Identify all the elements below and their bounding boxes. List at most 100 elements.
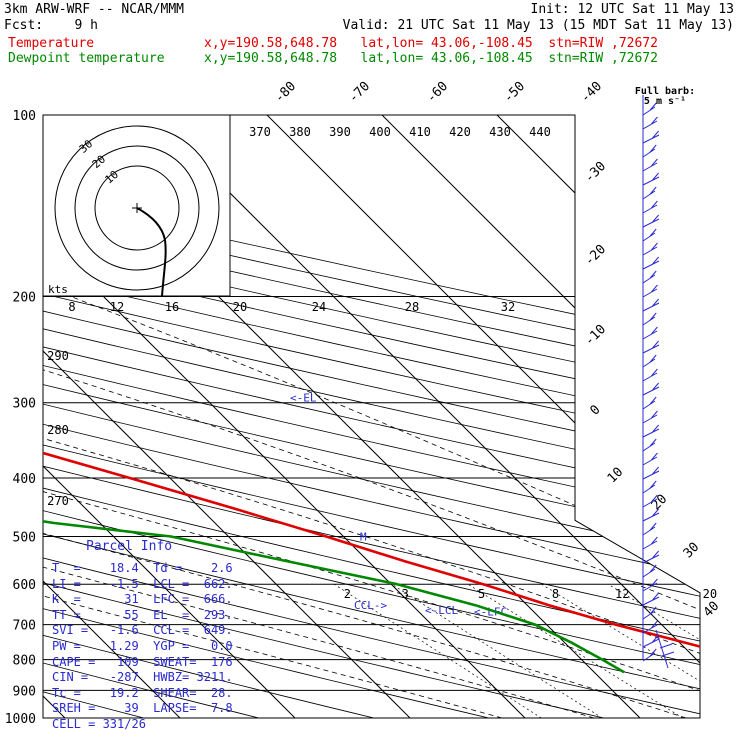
parcel-row: CIN = -287 HWBZ= 3211.	[52, 670, 233, 685]
parcel-row: CELL = 331/26	[52, 717, 146, 731]
isotherm-label: -30	[582, 159, 609, 186]
isotherm	[43, 115, 411, 718]
parcel-row: SVI = -1.6 CCL = 649.	[52, 623, 233, 638]
moist-adiabat	[43, 220, 595, 718]
dry-adiabat	[43, 115, 374, 718]
isotherm-label: -10	[582, 322, 609, 349]
parcel-row: Tc = 19.2 SHEAR= 28.	[52, 685, 233, 700]
parcel-info-title: Parcel Info	[86, 539, 173, 554]
isotherm-label: 30	[681, 540, 703, 562]
hodograph-units: kts	[48, 283, 68, 296]
dewpoint-legend: Dewpoint temperature	[8, 51, 165, 66]
theta-left-label: 280	[47, 423, 69, 437]
pressure-label-300: 300	[13, 397, 36, 412]
wind-barb	[642, 228, 657, 242]
mixing-ratio-label: 3	[402, 587, 409, 601]
pressure-label-400: 400	[13, 472, 36, 487]
wind-barb	[642, 102, 657, 116]
wind-barb	[642, 284, 658, 298]
speed-label-24: 24	[312, 300, 326, 314]
isotherm-label: 40	[701, 599, 723, 621]
pressure-label-100: 100	[13, 109, 36, 124]
dry-adiabat	[43, 115, 700, 718]
wind-barb	[642, 200, 658, 214]
dry-adiabat	[43, 115, 700, 718]
dewpoint-line	[43, 115, 625, 674]
wind-barb	[642, 620, 658, 634]
dry-adiabat	[43, 115, 700, 718]
wind-barb	[642, 438, 657, 452]
moist-adiabat	[43, 220, 687, 718]
wind-barb	[642, 396, 657, 410]
wind-barb	[642, 466, 660, 480]
wind-barb	[642, 648, 657, 662]
wind-barb-cluster	[655, 629, 675, 669]
wind-barb	[642, 494, 658, 508]
level-marker: <-LCL	[425, 604, 458, 617]
pressure-label-700: 700	[13, 619, 36, 634]
speed-label-16: 16	[165, 300, 179, 314]
parcel-row: T = 18.4 Td = 2.6	[52, 561, 233, 575]
wind-barb	[642, 382, 660, 396]
dry-adiabat	[43, 115, 700, 718]
parcel-row: SREH = 39 LAPSE= 7.8	[52, 701, 233, 716]
dry-adiabat	[43, 115, 700, 718]
wind-barb	[642, 536, 658, 550]
isotherm-label: 20	[649, 492, 671, 514]
dry-adiabat	[43, 115, 700, 718]
mixing-ratio-line	[467, 583, 683, 718]
theta-label: 390	[329, 125, 351, 139]
isotherm-label: 0	[587, 402, 603, 418]
wind-barb	[642, 522, 657, 536]
level-marker: CCL->	[354, 599, 387, 612]
barb-legend-title: Full barb:	[635, 86, 695, 97]
wind-barb	[642, 578, 658, 592]
temperature-legend: Temperature	[8, 36, 95, 51]
dewpoint-location: x,y=190.58,648.78 lat,lon= 43.06,-108.45…	[204, 51, 658, 66]
model-title: 3km ARW-WRF -- NCAR/MMM	[4, 2, 185, 17]
dry-adiabat	[43, 115, 700, 718]
valid-time: Valid: 21 UTC Sat 11 May 13 (15 MDT Sat …	[342, 18, 734, 33]
dry-adiabat	[43, 115, 604, 718]
isotherm	[43, 115, 296, 718]
wind-barb	[642, 326, 658, 340]
wind-barb	[642, 172, 660, 186]
theta-label: 430	[489, 125, 511, 139]
wind-barb	[642, 312, 657, 326]
isotherm-label: 10	[605, 465, 627, 487]
hodograph-ring	[54, 125, 220, 291]
mixing-ratio-label: 12	[615, 587, 629, 601]
parcel-row: CAPE = 109 SWEAT= 176	[52, 654, 233, 669]
isotherm-label: -70	[346, 79, 373, 106]
dry-adiabat	[43, 115, 259, 718]
wind-barb	[642, 452, 658, 466]
parcel-row: K = 31 LFC = 666.	[52, 592, 233, 607]
wind-barb	[642, 564, 657, 578]
level-marker: <-LFC	[474, 606, 507, 619]
parcel-row: PW = 1.29 YGP = 0.0	[52, 639, 233, 653]
isotherm-label: -20	[582, 242, 609, 269]
plot-border	[42, 114, 701, 719]
dry-adiabat	[43, 115, 700, 718]
mixing-ratio-label: 20	[703, 587, 717, 601]
dry-adiabat	[43, 115, 700, 718]
wind-barb	[642, 424, 660, 438]
theta-label: 380	[289, 125, 311, 139]
wind-barb	[642, 256, 660, 270]
wind-barb	[642, 634, 660, 648]
parcel-row: LI = -1.5 LCL = 662.	[52, 576, 233, 591]
dry-adiabat	[43, 115, 700, 718]
mixing-ratio-line	[695, 583, 700, 718]
forecast-hour: Fcst: 9 h	[4, 18, 98, 33]
speed-label-20: 20	[233, 300, 247, 314]
profile-lines	[43, 115, 700, 674]
dry-adiabat	[43, 115, 700, 718]
wind-barb	[642, 340, 660, 354]
speed-label-28: 28	[405, 300, 419, 314]
wind-barb	[642, 410, 658, 424]
theta-label: 400	[369, 125, 391, 139]
isotherm-label: -50	[501, 79, 528, 106]
theta-label: 440	[529, 125, 551, 139]
